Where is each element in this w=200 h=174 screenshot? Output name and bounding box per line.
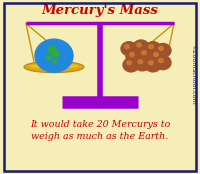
Ellipse shape [24, 61, 84, 73]
Circle shape [138, 48, 154, 62]
Text: ©ZoomSchool.com: ©ZoomSchool.com [190, 44, 196, 105]
Circle shape [159, 59, 163, 62]
Ellipse shape [47, 55, 52, 60]
Circle shape [159, 46, 163, 50]
Ellipse shape [53, 60, 57, 64]
Circle shape [125, 45, 129, 49]
Circle shape [145, 58, 161, 72]
Circle shape [123, 58, 139, 72]
Ellipse shape [29, 64, 79, 69]
Circle shape [126, 50, 142, 64]
Circle shape [127, 61, 131, 65]
Circle shape [145, 42, 161, 56]
Circle shape [121, 42, 137, 56]
Circle shape [138, 60, 143, 64]
Ellipse shape [53, 51, 59, 57]
Circle shape [133, 40, 149, 54]
Circle shape [142, 51, 146, 55]
Circle shape [155, 56, 171, 70]
Circle shape [155, 44, 171, 57]
Circle shape [149, 45, 153, 49]
Circle shape [35, 39, 73, 72]
Circle shape [130, 53, 134, 56]
Circle shape [154, 53, 158, 56]
Circle shape [134, 57, 150, 71]
Ellipse shape [48, 46, 56, 53]
Circle shape [150, 50, 166, 64]
Circle shape [149, 61, 153, 65]
Text: It would take 20 Mercurys to
weigh as much as the Earth.: It would take 20 Mercurys to weigh as mu… [30, 120, 170, 141]
Circle shape [137, 43, 141, 47]
Text: Mercury's Mass: Mercury's Mass [42, 4, 158, 17]
